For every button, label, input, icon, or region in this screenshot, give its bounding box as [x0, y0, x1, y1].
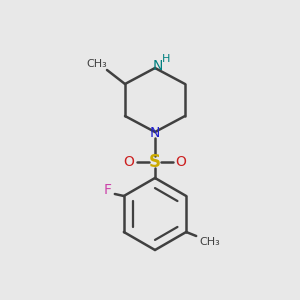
Text: S: S	[149, 153, 161, 171]
Text: N: N	[153, 59, 163, 73]
Text: N: N	[150, 126, 160, 140]
Text: H: H	[162, 54, 170, 64]
Text: O: O	[176, 155, 186, 169]
Text: O: O	[124, 155, 134, 169]
Text: F: F	[104, 183, 112, 197]
Text: CH₃: CH₃	[200, 237, 220, 247]
Text: CH₃: CH₃	[87, 59, 107, 69]
